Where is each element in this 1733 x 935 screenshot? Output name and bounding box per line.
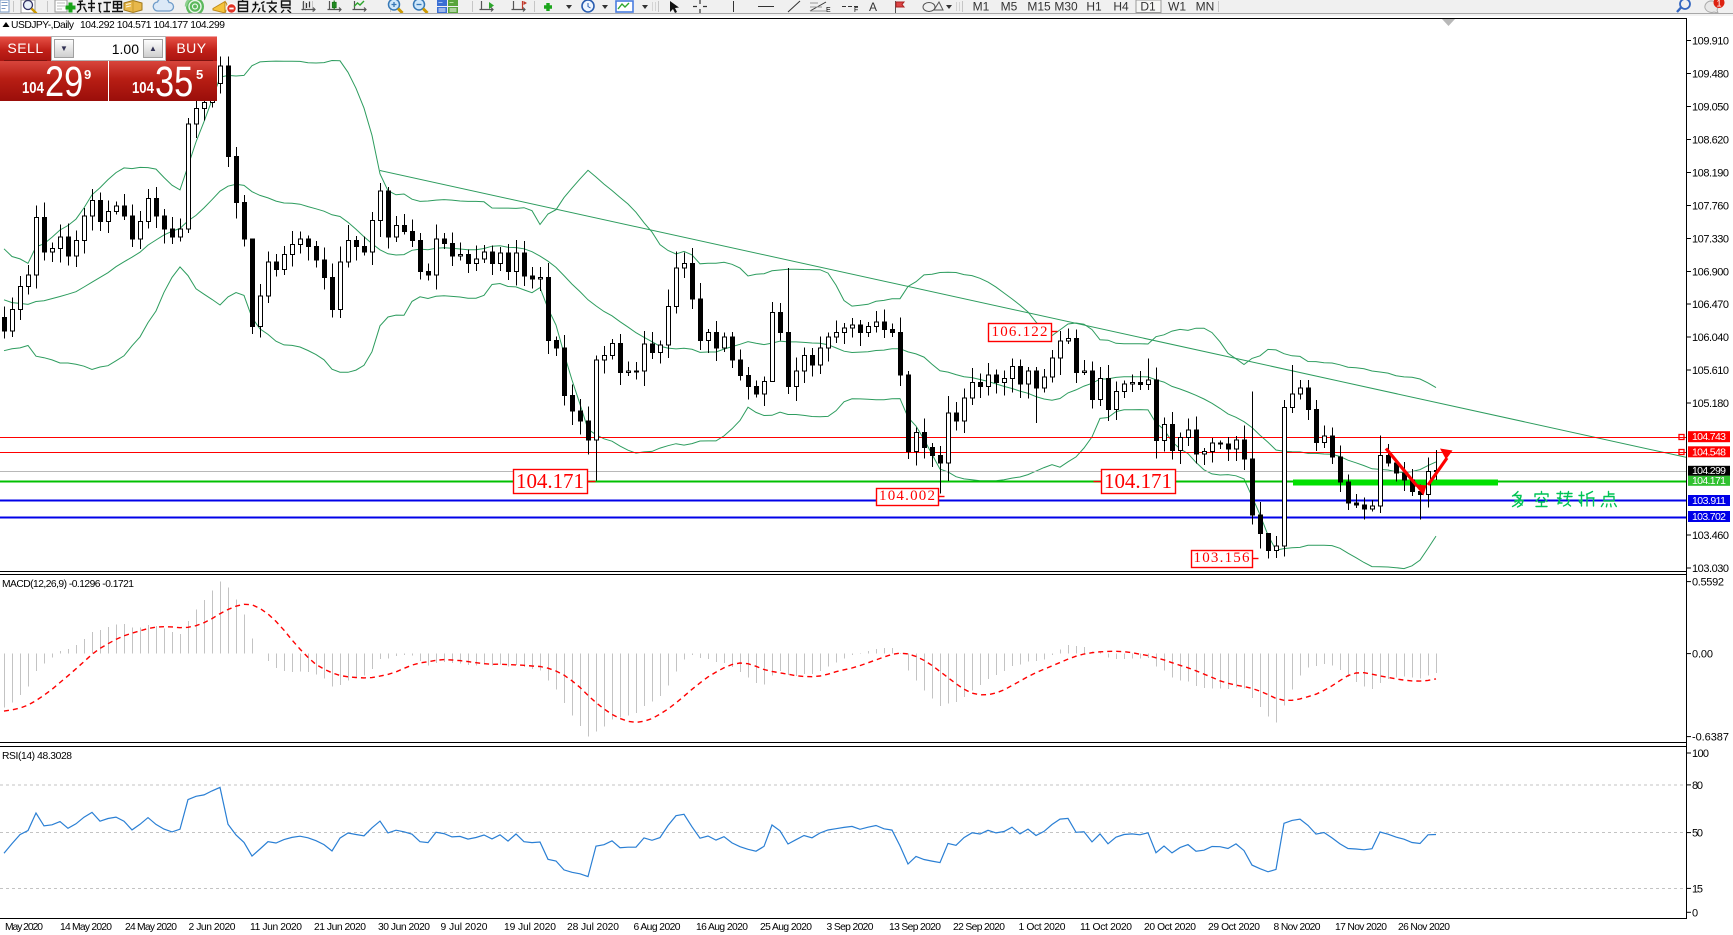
svg-text:103.702: 103.702 xyxy=(1692,511,1726,523)
svg-text:100: 100 xyxy=(1692,748,1709,760)
svg-text:W1: W1 xyxy=(1168,0,1186,13)
svg-text:104.171: 104.171 xyxy=(1104,469,1172,493)
svg-text:105.180: 105.180 xyxy=(1692,398,1729,410)
svg-text:109.910: 109.910 xyxy=(1692,36,1729,48)
svg-text:29 Oct 2020: 29 Oct 2020 xyxy=(1208,922,1260,933)
svg-text:105.610: 105.610 xyxy=(1692,365,1729,377)
svg-text:22 Sep 2020: 22 Sep 2020 xyxy=(953,922,1005,933)
svg-text:H4: H4 xyxy=(1113,0,1129,13)
svg-text:103.911: 103.911 xyxy=(1692,495,1726,507)
svg-text:3 Sep 2020: 3 Sep 2020 xyxy=(827,922,874,933)
svg-text:1: 1 xyxy=(1716,0,1721,9)
svg-text:M5: M5 xyxy=(1001,0,1018,13)
svg-text:104.299: 104.299 xyxy=(1692,465,1726,477)
svg-text:F: F xyxy=(854,7,858,13)
svg-text:21 Jun 2020: 21 Jun 2020 xyxy=(314,922,366,933)
svg-text:11 Jun 2020: 11 Jun 2020 xyxy=(250,922,302,933)
svg-text:106.122: 106.122 xyxy=(992,324,1048,340)
svg-text:104.171: 104.171 xyxy=(516,469,584,493)
svg-text:25 Aug 2020: 25 Aug 2020 xyxy=(760,922,812,933)
svg-text:M1: M1 xyxy=(973,0,990,13)
svg-text:106.040: 106.040 xyxy=(1692,332,1729,344)
svg-text:109.480: 109.480 xyxy=(1692,69,1729,81)
svg-text:107.330: 107.330 xyxy=(1692,233,1729,245)
svg-text:108.620: 108.620 xyxy=(1692,134,1729,146)
svg-text:24 May 2020: 24 May 2020 xyxy=(125,922,177,933)
svg-text:H1: H1 xyxy=(1086,0,1102,13)
svg-text:0: 0 xyxy=(1692,907,1698,919)
svg-text:-0.6387: -0.6387 xyxy=(1692,732,1729,744)
svg-text:May 2020: May 2020 xyxy=(5,922,43,933)
svg-text:9 Jul 2020: 9 Jul 2020 xyxy=(441,922,488,933)
svg-text:104.548: 104.548 xyxy=(1692,446,1726,458)
svg-text:106.470: 106.470 xyxy=(1692,299,1729,311)
svg-text:104.743: 104.743 xyxy=(1692,431,1726,443)
svg-text:50: 50 xyxy=(1692,828,1703,840)
svg-text:14 May 2020: 14 May 2020 xyxy=(60,922,112,933)
svg-text:11 Oct 2020: 11 Oct 2020 xyxy=(1080,922,1132,933)
svg-text:M30: M30 xyxy=(1054,0,1078,13)
svg-text:2 Jun 2020: 2 Jun 2020 xyxy=(189,922,236,933)
svg-text:M15: M15 xyxy=(1027,0,1051,13)
svg-text:15: 15 xyxy=(1692,883,1703,895)
svg-text:20 Oct 2020: 20 Oct 2020 xyxy=(1144,922,1196,933)
svg-text:MACD(12,26,9) -0.1296 -0.1721: MACD(12,26,9) -0.1296 -0.1721 xyxy=(2,579,134,590)
svg-text:0.5592: 0.5592 xyxy=(1692,577,1724,589)
svg-text:0.00: 0.00 xyxy=(1692,649,1713,661)
svg-text:6 Aug 2020: 6 Aug 2020 xyxy=(634,922,681,933)
svg-text:D1: D1 xyxy=(1140,0,1156,13)
svg-text:107.760: 107.760 xyxy=(1692,200,1729,212)
svg-text:30 Jun 2020: 30 Jun 2020 xyxy=(378,922,430,933)
svg-text:104.002: 104.002 xyxy=(879,488,935,504)
svg-text:104.171: 104.171 xyxy=(1692,475,1726,487)
svg-text:108.190: 108.190 xyxy=(1692,167,1729,179)
svg-text:RSI(14) 48.3028: RSI(14) 48.3028 xyxy=(2,751,72,762)
svg-text:106.900: 106.900 xyxy=(1692,266,1729,278)
svg-text:USDJPY-,Daily: USDJPY-,Daily xyxy=(11,20,75,31)
svg-text:17 Nov 2020: 17 Nov 2020 xyxy=(1335,922,1387,933)
svg-text:103.030: 103.030 xyxy=(1692,563,1729,575)
svg-text:MN: MN xyxy=(1196,0,1215,13)
svg-text:13 Sep 2020: 13 Sep 2020 xyxy=(889,922,941,933)
svg-text:103.460: 103.460 xyxy=(1692,530,1729,542)
svg-text:103.156: 103.156 xyxy=(1194,550,1251,566)
svg-text:E: E xyxy=(826,7,831,13)
svg-text:8 Nov 2020: 8 Nov 2020 xyxy=(1274,922,1321,933)
svg-text:19 Jul 2020: 19 Jul 2020 xyxy=(504,922,556,933)
svg-text:16 Aug 2020: 16 Aug 2020 xyxy=(696,922,748,933)
svg-text:26 Nov 2020: 26 Nov 2020 xyxy=(1398,922,1450,933)
svg-text:A: A xyxy=(869,0,877,13)
svg-text:104.292 104.571 104.177 104.29: 104.292 104.571 104.177 104.299 xyxy=(80,20,225,31)
svg-text:28 Jul 2020: 28 Jul 2020 xyxy=(567,922,619,933)
svg-text:80: 80 xyxy=(1692,780,1703,792)
svg-text:1 Oct 2020: 1 Oct 2020 xyxy=(1019,922,1066,933)
svg-text:109.050: 109.050 xyxy=(1692,101,1729,113)
